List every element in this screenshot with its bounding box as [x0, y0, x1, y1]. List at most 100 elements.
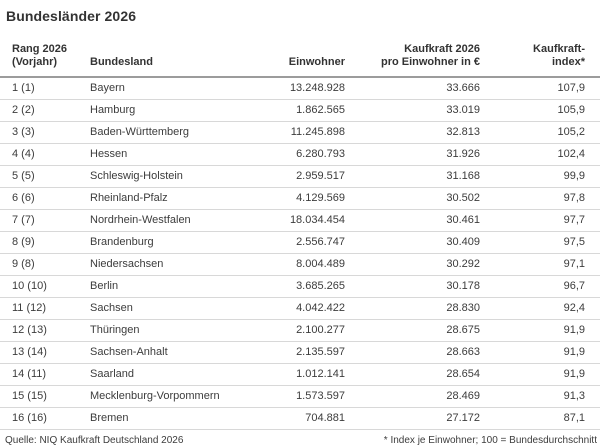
state-cell: Bremen — [78, 407, 238, 430]
rank-cell: 16 (16) — [0, 407, 78, 430]
rank-cell: 5 (5) — [0, 165, 78, 188]
population-cell: 6.280.793 — [238, 143, 345, 166]
index-cell: 96,7 — [480, 275, 600, 298]
power-cell: 30.502 — [345, 187, 480, 210]
power-cell: 31.168 — [345, 165, 480, 188]
population-cell: 4.042.422 — [238, 297, 345, 320]
rank-cell: 8 (9) — [0, 231, 78, 254]
table-row: 2 (2) Hamburg 1.862.565 33.019 105,9 — [0, 99, 600, 122]
table-row: 4 (4) Hessen 6.280.793 31.926 102,4 — [0, 143, 600, 166]
col-header-rank: Rang 2026 (Vorjahr) — [0, 39, 78, 78]
state-cell: Sachsen-Anhalt — [78, 341, 238, 364]
table-row: 13 (14) Sachsen-Anhalt 2.135.597 28.663 … — [0, 341, 600, 364]
rank-cell: 3 (3) — [0, 121, 78, 144]
population-cell: 1.573.597 — [238, 385, 345, 408]
table-row: 5 (5) Schleswig-Holstein 2.959.517 31.16… — [0, 165, 600, 188]
table-row: 1 (1) Bayern 13.248.928 33.666 107,9 — [0, 77, 600, 100]
table-row: 10 (10) Berlin 3.685.265 30.178 96,7 — [0, 275, 600, 298]
power-cell: 30.178 — [345, 275, 480, 298]
population-cell: 18.034.454 — [238, 209, 345, 232]
index-cell: 87,1 — [480, 407, 600, 430]
table-body: 1 (1) Bayern 13.248.928 33.666 107,9 2 (… — [0, 77, 600, 430]
power-cell: 28.654 — [345, 363, 480, 386]
index-cell: 107,9 — [480, 77, 600, 100]
rank-cell: 4 (4) — [0, 143, 78, 166]
state-cell: Mecklenburg-Vorpommern — [78, 385, 238, 408]
state-cell: Rheinland-Pfalz — [78, 187, 238, 210]
state-cell: Saarland — [78, 363, 238, 386]
population-cell: 2.556.747 — [238, 231, 345, 254]
index-cell: 97,8 — [480, 187, 600, 210]
rank-cell: 9 (8) — [0, 253, 78, 276]
rank-cell: 15 (15) — [0, 385, 78, 408]
index-cell: 99,9 — [480, 165, 600, 188]
index-cell: 91,3 — [480, 385, 600, 408]
population-cell: 3.685.265 — [238, 275, 345, 298]
population-cell: 2.100.277 — [238, 319, 345, 342]
population-cell: 704.881 — [238, 407, 345, 430]
table-row: 6 (6) Rheinland-Pfalz 4.129.569 30.502 9… — [0, 187, 600, 210]
table-row: 14 (11) Saarland 1.012.141 28.654 91,9 — [0, 363, 600, 386]
rank-cell: 13 (14) — [0, 341, 78, 364]
index-cell: 105,2 — [480, 121, 600, 144]
table-header: Rang 2026 (Vorjahr) Bundesland Einwohner… — [0, 39, 600, 78]
power-cell: 30.409 — [345, 231, 480, 254]
index-cell: 91,9 — [480, 341, 600, 364]
table-row: 11 (12) Sachsen 4.042.422 28.830 92,4 — [0, 297, 600, 320]
power-cell: 33.666 — [345, 77, 480, 100]
col-header-power: Kaufkraft 2026 pro Einwohner in € — [345, 39, 480, 78]
power-cell: 30.292 — [345, 253, 480, 276]
page-title: Bundesländer 2026 — [6, 8, 137, 24]
state-cell: Sachsen — [78, 297, 238, 320]
power-cell: 28.675 — [345, 319, 480, 342]
power-cell: 33.019 — [345, 99, 480, 122]
table-row: 15 (15) Mecklenburg-Vorpommern 1.573.597… — [0, 385, 600, 408]
rank-cell: 12 (13) — [0, 319, 78, 342]
rank-cell: 14 (11) — [0, 363, 78, 386]
index-cell: 102,4 — [480, 143, 600, 166]
table-footer: Quelle: NIQ Kaufkraft Deutschland 2026 *… — [0, 430, 600, 447]
index-cell: 92,4 — [480, 297, 600, 320]
state-cell: Hessen — [78, 143, 238, 166]
index-cell: 105,9 — [480, 99, 600, 122]
state-cell: Berlin — [78, 275, 238, 298]
table-row: 12 (13) Thüringen 2.100.277 28.675 91,9 — [0, 319, 600, 342]
rank-cell: 11 (12) — [0, 297, 78, 320]
population-cell: 13.248.928 — [238, 77, 345, 100]
source-note: Quelle: NIQ Kaufkraft Deutschland 2026 — [5, 435, 184, 446]
table-row: 7 (7) Nordrhein-Westfalen 18.034.454 30.… — [0, 209, 600, 232]
power-cell: 30.461 — [345, 209, 480, 232]
rank-cell: 10 (10) — [0, 275, 78, 298]
population-cell: 2.959.517 — [238, 165, 345, 188]
population-cell: 8.004.489 — [238, 253, 345, 276]
state-cell: Nordrhein-Westfalen — [78, 209, 238, 232]
state-cell: Schleswig-Holstein — [78, 165, 238, 188]
state-cell: Brandenburg — [78, 231, 238, 254]
table-row: 16 (16) Bremen 704.881 27.172 87,1 — [0, 407, 600, 430]
table-row: 3 (3) Baden-Württemberg 11.245.898 32.81… — [0, 121, 600, 144]
population-cell: 1.862.565 — [238, 99, 345, 122]
state-cell: Bayern — [78, 77, 238, 100]
table-row: 8 (9) Brandenburg 2.556.747 30.409 97,5 — [0, 231, 600, 254]
index-cell: 91,9 — [480, 363, 600, 386]
rank-cell: 6 (6) — [0, 187, 78, 210]
power-cell: 28.469 — [345, 385, 480, 408]
index-cell: 91,9 — [480, 319, 600, 342]
table-row: 9 (8) Niedersachsen 8.004.489 30.292 97,… — [0, 253, 600, 276]
power-cell: 28.830 — [345, 297, 480, 320]
power-cell: 28.663 — [345, 341, 480, 364]
rank-cell: 7 (7) — [0, 209, 78, 232]
header-row: Rang 2026 (Vorjahr) Bundesland Einwohner… — [0, 39, 600, 78]
rank-cell: 2 (2) — [0, 99, 78, 122]
state-cell: Baden-Württemberg — [78, 121, 238, 144]
col-header-index: Kaufkraft- index* — [480, 39, 600, 78]
population-cell: 11.245.898 — [238, 121, 345, 144]
index-cell: 97,5 — [480, 231, 600, 254]
population-cell: 4.129.569 — [238, 187, 345, 210]
rank-cell: 1 (1) — [0, 77, 78, 100]
power-cell: 27.172 — [345, 407, 480, 430]
col-header-state: Bundesland — [78, 39, 238, 78]
index-footnote: * Index je Einwohner; 100 = Bundesdurchs… — [383, 435, 597, 446]
bundeslaender-table: Rang 2026 (Vorjahr) Bundesland Einwohner… — [0, 39, 600, 430]
